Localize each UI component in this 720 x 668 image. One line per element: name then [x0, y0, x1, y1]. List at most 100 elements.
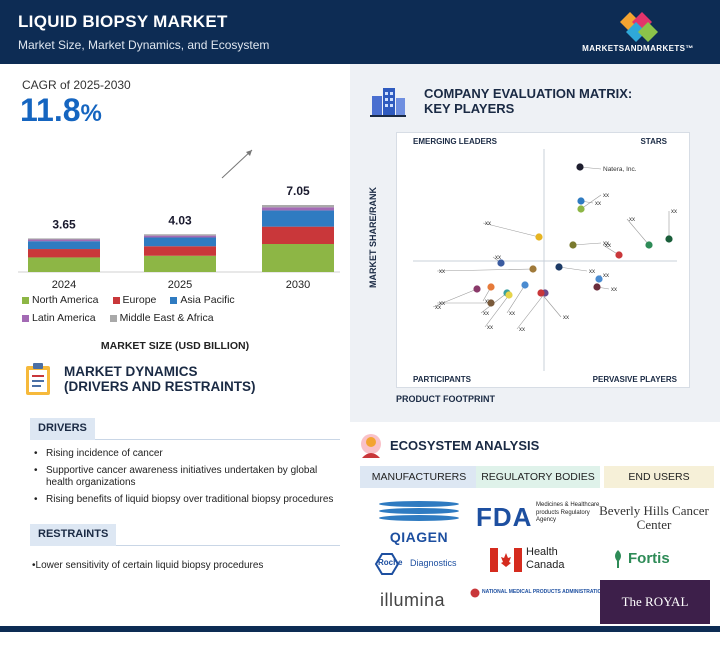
brand-logo[interactable]: MARKETSANDMARKETS™ — [568, 8, 708, 58]
buildings-icon — [370, 88, 406, 117]
chart-legend: North America Europe Asia Pacific Latin Ame… — [22, 294, 342, 330]
matrix-company-label: xx — [595, 201, 601, 207]
matrix-company-point[interactable] — [576, 163, 584, 171]
matrix-company-point[interactable] — [505, 291, 513, 299]
matrix-company-label: xx — [671, 209, 677, 215]
roche-text: Roche — [378, 558, 403, 567]
bar-segment-2025-3 — [144, 235, 216, 238]
matrix-company-label: xx — [435, 305, 441, 311]
legend-swatch — [112, 296, 120, 304]
health-canada-logo: Health Canada — [490, 546, 590, 574]
matrix-leader-line — [580, 194, 602, 210]
nmpa-emblem-icon — [470, 588, 480, 598]
driver-item: Supportive cancer awareness initiatives … — [34, 465, 334, 489]
growth-arrowhead-icon — [246, 150, 252, 156]
bar-total-label: 7.05 — [286, 184, 310, 198]
evaluation-matrix-title: COMPANY EVALUATION MATRIX: KEY PLAYERS — [424, 86, 632, 116]
driver-item: Rising incidence of cancer — [34, 448, 334, 460]
cagr-value: 11.8% — [20, 92, 102, 129]
matrix-company-label: xx — [603, 241, 609, 247]
matrix-company-point[interactable] — [595, 275, 603, 283]
matrix-company-point[interactable] — [487, 283, 495, 291]
matrix-company-point[interactable] — [537, 289, 545, 297]
matrix-leader-line — [436, 268, 534, 272]
cagr-number: 11.8 — [20, 92, 81, 128]
matrix-company-point[interactable] — [577, 205, 585, 213]
restraint-text: Lower sensitivity of certain liquid biop… — [35, 560, 264, 571]
growth-arrow-icon — [221, 149, 253, 179]
matrix-company-point[interactable] — [615, 251, 623, 259]
ecosystem-person-icon — [361, 434, 381, 458]
evaluation-matrix-panel: COMPANY EVALUATION MATRIX: KEY PLAYERS N… — [350, 64, 720, 422]
legend-label: Europe — [122, 294, 157, 306]
matrix-leader-line — [572, 242, 602, 246]
canada-flag-icon — [490, 548, 522, 572]
bar-segment-2030-1 — [262, 226, 334, 244]
matrix-company-label: xx — [611, 287, 617, 293]
matrix-company-point[interactable] — [473, 285, 481, 293]
matrix-company-label: xx — [509, 311, 515, 317]
roche-diagnostics-text: Diagnostics — [410, 558, 457, 568]
restraints-tab: RESTRAINTS — [30, 524, 340, 546]
matrix-company-point[interactable] — [569, 241, 577, 249]
matrix-company-label: xx — [439, 269, 445, 275]
beverly-hills-logo: Beverly Hills Cancer Center — [599, 503, 709, 532]
matrix-company-label: xx — [605, 243, 611, 249]
cagr-unit: % — [80, 100, 102, 127]
page-title: LIQUID BIOPSY MARKET — [18, 12, 228, 31]
matrix-company-point[interactable] — [665, 235, 673, 243]
matrix-title-line1: COMPANY EVALUATION MATRIX: — [424, 86, 633, 101]
royal-marsden-logo: The ROYAL MARSDEN — [600, 580, 710, 653]
drivers-label: DRIVERS — [30, 418, 95, 440]
regulatory-column-header: REGULATORY BODIES — [476, 466, 600, 488]
market-size-bar-chart: 3.65 2024 4.03 2025 7.05 2030 — [18, 149, 340, 291]
qiagen-mark-icon — [379, 501, 459, 521]
market-dynamics-title-line1: MARKET DYNAMICS — [64, 364, 198, 379]
legend-swatch — [170, 296, 178, 304]
matrix-company-label: xx — [485, 221, 491, 227]
matrix-company-label: Natera, Inc. — [603, 166, 637, 173]
matrix-company-point[interactable] — [497, 259, 505, 267]
brand-logo-icon — [620, 12, 658, 42]
market-dynamics-title: MARKET DYNAMICS (DRIVERS AND RESTRAINTS) — [64, 364, 256, 394]
fda-logo: FDA — [476, 502, 533, 532]
left-panel: CAGR of 2025-2030 11.8% 3.65 2024 4.03 2025… — [0, 64, 350, 632]
quadrant-participants: PARTICIPANTS — [413, 375, 471, 384]
legend-label: Asia Pacific — [180, 294, 235, 306]
matrix-company-point[interactable] — [521, 281, 529, 289]
matrix-company-point[interactable] — [645, 241, 653, 249]
x-axis-label: PRODUCT FOOTPRINT — [396, 394, 495, 404]
bar-segment-2024-0 — [28, 257, 100, 272]
matrix-leader-line — [482, 222, 540, 238]
bar-segment-2025-1 — [144, 246, 216, 256]
matrix-company-point[interactable] — [529, 265, 537, 273]
matrix-leader-line — [558, 266, 588, 272]
bar-segment-2025-0 — [144, 255, 216, 272]
bar-segment-2030-4 — [262, 205, 334, 208]
mhra-logo: Medicines & Healthcare products Regulato… — [536, 502, 606, 525]
matrix-company-label: xx — [483, 311, 489, 317]
roche-hexagon-icon — [374, 553, 400, 575]
legend-swatch — [22, 314, 29, 322]
bar-segment-2025-2 — [144, 237, 216, 247]
fortis-logo: Fortis — [610, 548, 706, 572]
matrix-company-label: xx — [603, 273, 609, 279]
matrix-company-label: xx — [495, 255, 501, 261]
legend-label: North America — [32, 294, 99, 306]
matrix-company-point[interactable] — [555, 263, 563, 271]
bar-segment-2030-2 — [262, 210, 334, 227]
matrix-company-label: xx — [563, 315, 569, 321]
legend-item: Asia Pacific — [170, 294, 235, 306]
matrix-company-point[interactable] — [487, 299, 495, 307]
bar-total-label: 4.03 — [168, 213, 192, 227]
bar-segment-2025-4 — [144, 234, 216, 236]
matrix-company-point[interactable] — [593, 283, 601, 291]
matrix-company-point[interactable] — [535, 233, 543, 241]
legend-item: Latin America — [22, 312, 96, 324]
matrix-company-label: xx — [519, 327, 525, 333]
quadrant-pervasive-players: PERVASIVE PLAYERS — [592, 375, 677, 384]
x-tick-label: 2024 — [52, 279, 76, 291]
matrix-company-label: xx — [439, 301, 445, 307]
matrix-company-point[interactable] — [577, 197, 585, 205]
brand-name: MARKETSANDMARKETS™ — [582, 44, 694, 53]
